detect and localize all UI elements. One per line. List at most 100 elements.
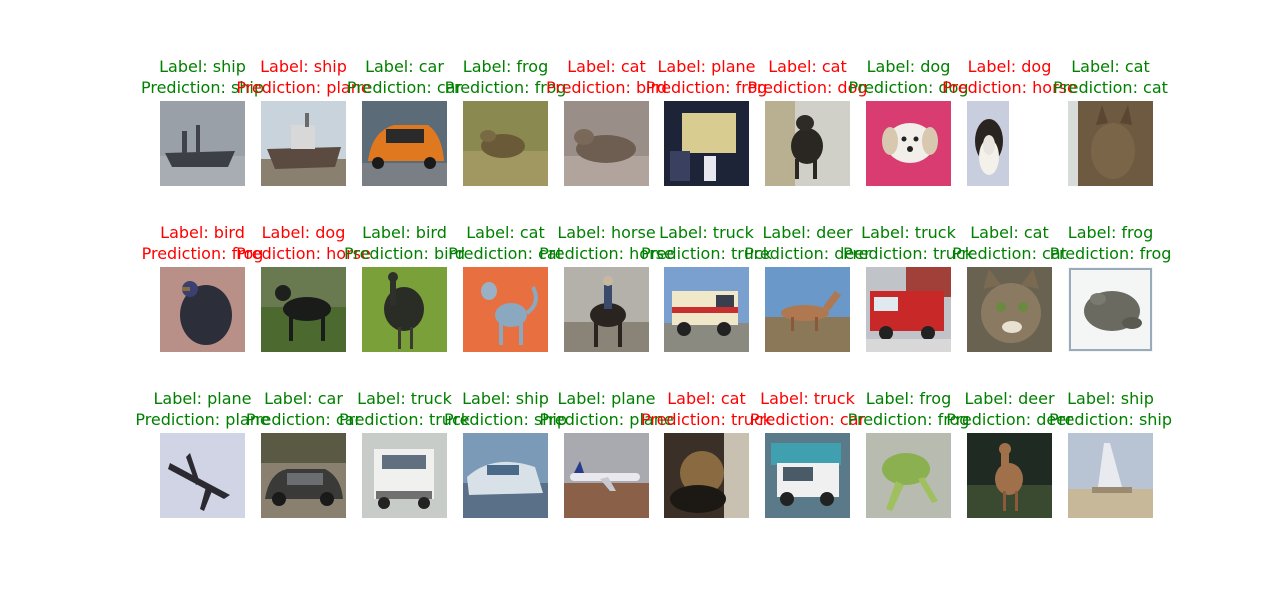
image-cell: Label: dog Prediction: dog	[848, 58, 969, 186]
image-cell: Label: bird Prediction: frog	[142, 224, 263, 352]
prediction-label: Prediction: plane	[539, 410, 674, 429]
prediction-label: Prediction: dog	[747, 78, 868, 97]
prediction-label: Prediction: car	[346, 78, 463, 97]
prediction-label: Prediction: frog	[847, 410, 970, 429]
cat-black-thumbnail	[765, 101, 850, 186]
prediction-label: Prediction: truck	[338, 410, 471, 429]
ship-dock-thumbnail	[463, 433, 548, 518]
prediction-label: Prediction: frog	[1049, 244, 1172, 263]
image-cell: Label: deer Prediction: deer	[946, 390, 1073, 518]
image-cell: Label: dog Prediction: horse	[942, 58, 1077, 186]
prediction-label: Prediction: bird	[545, 78, 668, 97]
image-cell: Label: bird Prediction: bird	[344, 224, 465, 352]
image-cell: Label: deer Prediction: deer	[744, 224, 871, 352]
truck-fire-thumbnail	[664, 267, 749, 352]
image-cell: Label: ship Prediction: plane	[236, 58, 371, 186]
cat-chair-thumbnail	[664, 433, 749, 518]
image-cell: Label: plane Prediction: frog	[646, 58, 767, 186]
image-cell: Label: dog Prediction: horse	[236, 224, 371, 352]
true-label: Label: frog	[1067, 223, 1154, 242]
bird-dark-thumbnail	[160, 267, 245, 352]
cat-lying-thumbnail	[564, 101, 649, 186]
prediction-label: Prediction: ship	[443, 410, 568, 429]
plane-room-thumbnail	[664, 101, 749, 186]
true-label: Label: plane	[657, 57, 756, 76]
true-label: Label: plane	[557, 389, 656, 408]
car-dark-thumbnail	[261, 433, 346, 518]
prediction-label: Prediction: ship	[1048, 410, 1173, 429]
image-cell: Label: frog Prediction: frog	[848, 390, 969, 518]
image-cell: Label: cat Prediction: bird	[546, 58, 667, 186]
ship-gray-thumbnail	[160, 101, 245, 186]
car-orange-thumbnail	[362, 101, 447, 186]
true-label: Label: cat	[1071, 57, 1150, 76]
image-cell: Label: frog Prediction: frog	[1050, 224, 1171, 352]
truck-red-thumbnail	[866, 267, 951, 352]
plane-runway-thumbnail	[564, 433, 649, 518]
ship-beached-thumbnail	[261, 101, 346, 186]
true-label: Label: truck	[760, 389, 855, 408]
image-cell: Label: ship Prediction: ship	[444, 390, 567, 518]
prediction-label: Prediction: dog	[848, 78, 969, 97]
true-label: Label: cat	[768, 57, 847, 76]
prediction-label: Prediction: cat	[448, 244, 563, 263]
true-label: Label: car	[365, 57, 444, 76]
true-label: Label: frog	[462, 57, 549, 76]
dog-beagle-thumbnail	[967, 101, 1052, 186]
prediction-label: Prediction: frog	[645, 78, 768, 97]
ship-sail-thumbnail	[1068, 433, 1153, 518]
image-cell: Label: truck Prediction: truck	[843, 224, 974, 352]
prediction-label: Prediction: cat	[1053, 78, 1168, 97]
frog-grass-thumbnail	[463, 101, 548, 186]
true-label: Label: deer	[964, 389, 1055, 408]
true-label: Label: truck	[861, 223, 956, 242]
prediction-label: Prediction: car	[749, 410, 866, 429]
true-label: Label: ship	[159, 57, 246, 76]
true-label: Label: dog	[261, 223, 346, 242]
bird-emu-thumbnail	[362, 267, 447, 352]
true-label: Label: ship	[260, 57, 347, 76]
true-label: Label: cat	[567, 57, 646, 76]
true-label: Label: cat	[667, 389, 746, 408]
cat-tabby-thumbnail	[967, 267, 1052, 352]
image-cell: Label: cat Prediction: cat	[952, 224, 1067, 352]
prediction-label: Prediction: plane	[236, 78, 371, 97]
cat-orange-bg-thumbnail	[463, 267, 548, 352]
true-label: Label: deer	[762, 223, 853, 242]
true-label: Label: ship	[1067, 389, 1154, 408]
image-cell: Label: cat Prediction: dog	[747, 58, 868, 186]
true-label: Label: bird	[160, 223, 245, 242]
image-cell: Label: cat Prediction: cat	[1053, 58, 1168, 186]
true-label: Label: horse	[557, 223, 656, 242]
image-cell: Label: truck Prediction: car	[750, 390, 865, 518]
image-cell: Label: ship Prediction: ship	[1049, 390, 1172, 518]
prediction-label: Prediction: deer	[744, 244, 871, 263]
image-cell: Label: car Prediction: car	[347, 58, 462, 186]
image-cell: Label: frog Prediction: frog	[445, 58, 566, 186]
image-cell: Label: truck Prediction: truck	[641, 224, 772, 352]
plane-sketch-thumbnail	[160, 433, 245, 518]
image-cell: Label: plane Prediction: plane	[135, 390, 270, 518]
prediction-label: Prediction: cat	[952, 244, 1067, 263]
prediction-label: Prediction: car	[245, 410, 362, 429]
frog-green-thumbnail	[866, 433, 951, 518]
prediction-label: Prediction: bird	[343, 244, 466, 263]
true-label: Label: bird	[362, 223, 447, 242]
image-cell: Label: cat Prediction: truck	[641, 390, 772, 518]
truck-teal-thumbnail	[765, 433, 850, 518]
truck-white-thumbnail	[362, 433, 447, 518]
prediction-label: Prediction: frog	[444, 78, 567, 97]
prediction-label: Prediction: truck	[842, 244, 975, 263]
prediction-label: Prediction: horse	[539, 244, 674, 263]
image-cell: Label: car Prediction: car	[246, 390, 361, 518]
true-label: Label: cat	[466, 223, 545, 242]
frog-white-thumbnail	[1068, 267, 1153, 352]
true-label: Label: truck	[357, 389, 452, 408]
true-label: Label: car	[264, 389, 343, 408]
prediction-label: Prediction: frog	[141, 244, 264, 263]
prediction-label: Prediction: horse	[942, 78, 1077, 97]
prediction-label: Prediction: truck	[640, 244, 773, 263]
true-label: Label: truck	[659, 223, 754, 242]
true-label: Label: dog	[866, 57, 951, 76]
